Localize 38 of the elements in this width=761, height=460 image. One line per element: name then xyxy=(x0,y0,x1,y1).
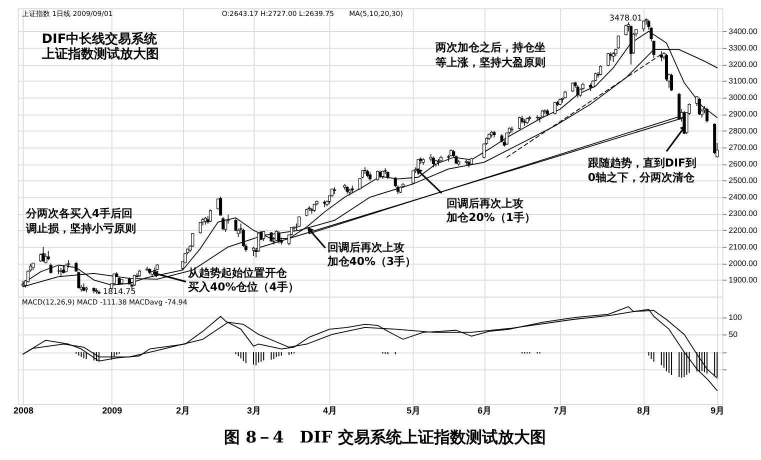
x-tick-label: 7月 xyxy=(554,406,568,416)
y-tick-label: 100 xyxy=(728,312,742,322)
y-tick-label: 2600.00 xyxy=(728,159,758,168)
x-tick-label: 5月 xyxy=(406,406,421,416)
annotation: 从趋势起始位置开仓买入40%仓位（4手） xyxy=(187,266,299,294)
x-tick-label: 2009 xyxy=(102,406,122,416)
y-tick-label: 2300.00 xyxy=(728,209,758,218)
y-tick-label: 2100.00 xyxy=(728,242,758,252)
x-tick-label: 2月 xyxy=(176,406,190,416)
x-tick-label: 8月 xyxy=(637,406,652,416)
x-tick-label: 2008 xyxy=(14,406,34,416)
y-tick-label: 50 xyxy=(728,330,738,340)
y-tick-label: 3000.00 xyxy=(728,93,758,102)
x-tick-label: 3月 xyxy=(247,406,262,416)
y-tick-label: 2800.00 xyxy=(728,126,758,136)
y-tick-label: 2700.00 xyxy=(728,142,758,152)
annotation: 分两次各买入4手后回调止损，坚持小亏原则 xyxy=(24,207,136,235)
annotation: 回调后再次上攻加仓20%（1手） xyxy=(446,197,536,224)
annotation: 1814.75 xyxy=(102,287,136,296)
annotation: 回调后再次上攻加仓40%（3手） xyxy=(326,240,416,268)
y-tick-label: 2000.00 xyxy=(728,258,758,268)
x-tick-label: 4月 xyxy=(323,406,338,416)
y-tick-label: 2200.00 xyxy=(728,226,758,235)
y-tick-label: 3100.00 xyxy=(728,76,758,86)
x-tick-label: 9月 xyxy=(710,406,725,416)
y-tick-label: 2500.00 xyxy=(728,176,758,186)
annotation: 3478.01 xyxy=(609,13,642,22)
y-tick-label: 3300.00 xyxy=(728,43,758,52)
annotation: 两次加仓之后，持仓坐等上涨，坚持大盈原则 xyxy=(434,40,546,69)
y-tick-label: 3200.00 xyxy=(728,60,758,69)
text: 图 8－4 DIF 交易系统上证指数测试放大图 xyxy=(224,427,546,446)
x-tick-label: 6月 xyxy=(478,406,492,416)
y-tick-label: 3400.00 xyxy=(728,26,758,36)
y-tick-label: 2900.00 xyxy=(728,110,758,119)
annotation: 跟随趋势，直到DIF到0轴之下，分两次清仓 xyxy=(586,156,697,184)
y-tick-label: 2400.00 xyxy=(728,192,758,202)
annotation: DIF中长线交易系统上证指数测试放大图 xyxy=(40,30,159,62)
y-tick-label: 1900.00 xyxy=(728,276,758,285)
